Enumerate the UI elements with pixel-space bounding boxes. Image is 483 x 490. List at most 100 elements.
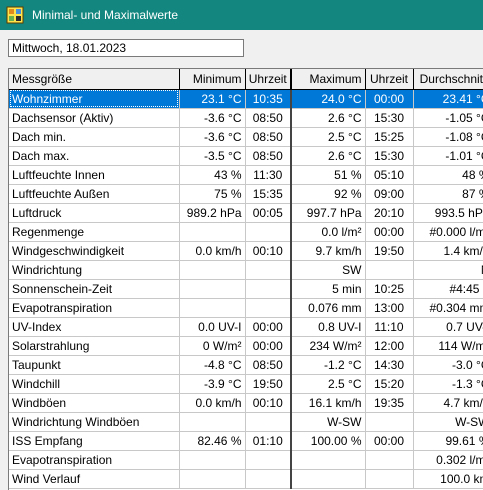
- cell-minimum: 0.0 km/h: [179, 393, 246, 413]
- cell-average: #0.304 mm: [413, 298, 483, 318]
- cell-minimum: 75 %: [179, 184, 246, 204]
- cell-max-time: 10:25: [365, 279, 414, 299]
- cell-average: 0.302 l/m²: [413, 450, 483, 470]
- cell-min-time: [245, 450, 292, 470]
- cell-maximum: [291, 469, 366, 489]
- cell-max-time: 13:00: [365, 298, 414, 318]
- cell-maximum: 24.0 °C: [291, 89, 366, 109]
- weather-app-icon[interactable]: [6, 6, 24, 24]
- cell-max-time: 09:00: [365, 184, 414, 204]
- cell-maximum: 100.00 %: [291, 431, 366, 451]
- cell-average: 99.61 %: [413, 431, 483, 451]
- table-row[interactable]: ISS Empfang 82.46 % 01:10 100.00 % 00:00 99.6…: [9, 431, 483, 451]
- cell-average: 87 %: [413, 184, 483, 204]
- cell-measurement: Windchill: [9, 374, 180, 394]
- cell-average: 114 W/m²: [413, 336, 483, 356]
- table-row[interactable]: Windrichtung SW N: [9, 260, 483, 280]
- cell-minimum: 82.46 %: [179, 431, 246, 451]
- cell-min-time: [245, 469, 292, 489]
- cell-max-time: 12:00: [365, 336, 414, 356]
- cell-maximum: 2.6 °C: [291, 108, 366, 128]
- cell-average: #4:45 h: [413, 279, 483, 299]
- cell-max-time: 14:30: [365, 355, 414, 375]
- cell-measurement: Windgeschwindigkeit: [9, 241, 180, 261]
- cell-minimum: -3.6 °C: [179, 108, 246, 128]
- cell-min-time: 08:50: [245, 108, 292, 128]
- cell-minimum: -3.5 °C: [179, 146, 246, 166]
- cell-min-time: [245, 279, 292, 299]
- header-maximum[interactable]: Maximum: [291, 69, 366, 90]
- cell-average: W-SW: [413, 412, 483, 432]
- cell-max-time: 19:50: [365, 241, 414, 261]
- cell-min-time: 01:10: [245, 431, 292, 451]
- table-row[interactable]: UV-Index 0.0 UV-I 00:00 0.8 UV-I 11:10 0.7 UV…: [9, 317, 483, 337]
- cell-min-time: 15:35: [245, 184, 292, 204]
- cell-minimum: [179, 279, 246, 299]
- cell-minimum: [179, 469, 246, 489]
- cell-minimum: [179, 298, 246, 318]
- table-row[interactable]: Dach max.-3.5 °C08:502.6 °C15:30-1.01 °C: [9, 146, 483, 166]
- table-row[interactable]: Windböen 0.0 km/h 00:10 16.1 km/h 19:35 4.7 k…: [9, 393, 483, 413]
- cell-maximum: 0.0 l/m²: [291, 222, 366, 242]
- cell-measurement: Wind Verlauf: [9, 469, 180, 489]
- cell-average: 48 %: [413, 165, 483, 185]
- table-row[interactable]: Dach min.-3.6 °C08:502.5 °C15:25-1.08 °C: [9, 127, 483, 147]
- header-max-time[interactable]: Uhrzeit: [365, 69, 414, 90]
- cell-min-time: 11:30: [245, 165, 292, 185]
- cell-maximum: SW: [291, 260, 366, 280]
- date-field[interactable]: Mittwoch, 18.01.2023: [8, 39, 244, 57]
- cell-average: -1.08 °C: [413, 127, 483, 147]
- cell-maximum: 2.5 °C: [291, 374, 366, 394]
- cell-max-time: 15:25: [365, 127, 414, 147]
- cell-max-time: 05:10: [365, 165, 414, 185]
- cell-minimum: 0.0 UV-I: [179, 317, 246, 337]
- table-row[interactable]: Evapotranspiration 0.302 l/m²: [9, 450, 483, 470]
- table-row[interactable]: Windgeschwindigkeit 0.0 km/h 00:10 9.7 km/h…: [9, 241, 483, 261]
- cell-max-time: 19:35: [365, 393, 414, 413]
- header-min-time[interactable]: Uhrzeit: [245, 69, 292, 90]
- cell-minimum: [179, 222, 246, 242]
- cell-maximum: W-SW: [291, 412, 366, 432]
- cell-measurement: Luftdruck: [9, 203, 180, 223]
- cell-max-time: [365, 469, 414, 489]
- table-row[interactable]: Solarstrahlung 0 W/m² 00:00 234 W/m² 12:00 11…: [9, 336, 483, 356]
- header-minimum[interactable]: Minimum: [179, 69, 246, 90]
- table-row[interactable]: Windchill-3.9 °C19:502.5 °C15:20-1.3 °C: [9, 374, 483, 394]
- cell-max-time: [365, 450, 414, 470]
- cell-maximum: 5 min: [291, 279, 366, 299]
- cell-max-time: [365, 260, 414, 280]
- header-measurement[interactable]: Messgröße: [9, 69, 180, 90]
- table-row[interactable]: Wohnzimmer 23.1 °C 10:35 24.0 °C 00:00 23.41 …: [9, 89, 483, 109]
- cell-measurement: Dach max.: [9, 146, 180, 166]
- cell-measurement: Windrichtung: [9, 260, 180, 280]
- header-average[interactable]: Durchschnitt: [413, 69, 483, 90]
- cell-measurement: Windrichtung Windböen: [9, 412, 180, 432]
- cell-maximum: 51 %: [291, 165, 366, 185]
- cell-max-time: 15:30: [365, 108, 414, 128]
- cell-min-time: 00:00: [245, 317, 292, 337]
- table-row[interactable]: Luftdruck 989.2 hPa 00:05 997.7 hPa 20:10 993…: [9, 203, 483, 223]
- cell-min-time: 00:10: [245, 241, 292, 261]
- cell-measurement: ISS Empfang: [9, 431, 180, 451]
- table-row[interactable]: Dachsensor (Aktiv) -3.6 °C 08:50 2.6 °C 15:3…: [9, 108, 483, 128]
- cell-min-time: 08:50: [245, 146, 292, 166]
- cell-max-time: 00:00: [365, 431, 414, 451]
- cell-average: 0.7 UV-I: [413, 317, 483, 337]
- table-row[interactable]: Wind Verlauf 100.0 km: [9, 469, 483, 489]
- cell-average: 1.4 km/h: [413, 241, 483, 261]
- table-row[interactable]: Windrichtung Windböen W-SW W-SW: [9, 412, 483, 432]
- cell-maximum: 2.5 °C: [291, 127, 366, 147]
- cell-min-time: [245, 222, 292, 242]
- table-row[interactable]: Taupunkt-4.8 °C08:50-1.2 °C14:30-3.0 °C: [9, 355, 483, 375]
- cell-maximum: 234 W/m²: [291, 336, 366, 356]
- cell-max-time: 15:30: [365, 146, 414, 166]
- cell-minimum: [179, 412, 246, 432]
- cell-minimum: -3.6 °C: [179, 127, 246, 147]
- cell-measurement: Dach min.: [9, 127, 180, 147]
- cell-minimum: -3.9 °C: [179, 374, 246, 394]
